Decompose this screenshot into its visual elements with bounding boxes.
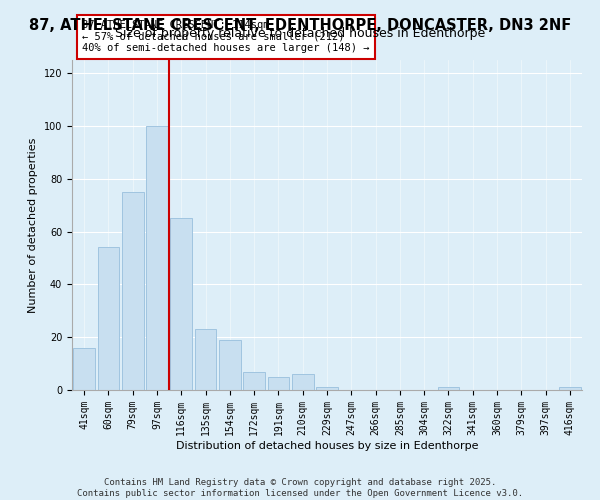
Bar bbox=[437, 388, 460, 390]
Bar bbox=[316, 388, 338, 390]
Bar bbox=[292, 374, 314, 390]
Bar bbox=[194, 330, 217, 390]
Bar bbox=[219, 340, 241, 390]
Bar bbox=[73, 348, 95, 390]
Text: 87 ATHELSTANE CRESCENT: 114sqm
← 57% of detached houses are smaller (212)
40% of: 87 ATHELSTANE CRESCENT: 114sqm ← 57% of … bbox=[82, 20, 370, 54]
Bar bbox=[268, 377, 289, 390]
Bar bbox=[170, 218, 192, 390]
Bar bbox=[243, 372, 265, 390]
Bar bbox=[97, 248, 119, 390]
Text: Contains HM Land Registry data © Crown copyright and database right 2025.
Contai: Contains HM Land Registry data © Crown c… bbox=[77, 478, 523, 498]
Bar bbox=[146, 126, 168, 390]
Y-axis label: Number of detached properties: Number of detached properties bbox=[28, 138, 38, 312]
Bar bbox=[559, 388, 581, 390]
Text: 87, ATHELSTANE CRESCENT, EDENTHORPE, DONCASTER, DN3 2NF: 87, ATHELSTANE CRESCENT, EDENTHORPE, DON… bbox=[29, 18, 571, 32]
X-axis label: Distribution of detached houses by size in Edenthorpe: Distribution of detached houses by size … bbox=[176, 440, 478, 450]
Bar bbox=[122, 192, 143, 390]
Text: Size of property relative to detached houses in Edenthorpe: Size of property relative to detached ho… bbox=[115, 28, 485, 40]
